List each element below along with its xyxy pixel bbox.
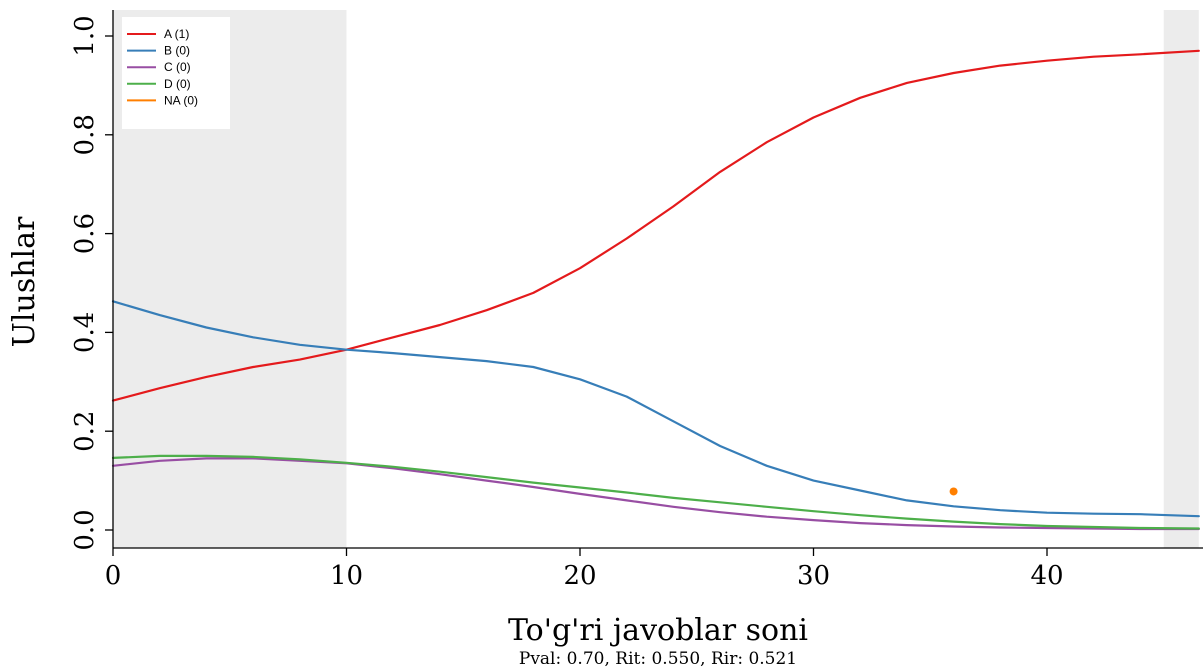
x-axis-title: To'g'ri javoblar soni bbox=[508, 613, 808, 648]
y-tick-label: 0.6 bbox=[70, 213, 100, 254]
series-line-b-0 bbox=[111, 300, 1200, 518]
series-point-na-0 bbox=[949, 487, 958, 496]
y-tick-label: 0.0 bbox=[70, 509, 100, 550]
y-tick-label: 0.4 bbox=[70, 312, 100, 353]
x-tick-label: 0 bbox=[105, 561, 122, 591]
y-tick-label: 0.8 bbox=[70, 114, 100, 155]
legend-box bbox=[122, 17, 230, 129]
x-tick-label: 10 bbox=[330, 561, 363, 591]
series-layer bbox=[111, 49, 1200, 531]
legend-label: D (0) bbox=[164, 77, 191, 91]
shaded-regions bbox=[113, 10, 1199, 548]
shaded-region-1 bbox=[1163, 10, 1199, 548]
x-tick-label: 30 bbox=[797, 561, 830, 591]
x-tick-label: 20 bbox=[563, 561, 596, 591]
legend: A (1) B (0) C (0) D (0) NA (0) bbox=[122, 17, 230, 129]
y-tick-label: 0.2 bbox=[70, 411, 100, 452]
series-line-d-0 bbox=[111, 454, 1200, 530]
legend-label: B (0) bbox=[164, 44, 190, 58]
series-line-a-1 bbox=[111, 49, 1200, 402]
axes: 0 10 20 30 40 0.0 0.2 0.4 0.6 0.8 1.0 bbox=[70, 10, 1203, 591]
x-tick-label: 40 bbox=[1030, 561, 1063, 591]
chart-subtitle: Pval: 0.70, Rit: 0.550, Rir: 0.521 bbox=[519, 649, 797, 669]
legend-label: A (1) bbox=[164, 27, 189, 41]
series-line-c-0 bbox=[111, 457, 1200, 531]
legend-label: NA (0) bbox=[164, 93, 198, 107]
y-tick-label: 1.0 bbox=[70, 15, 100, 56]
legend-label: C (0) bbox=[164, 60, 191, 74]
y-axis-title: Ulushlar bbox=[7, 216, 42, 347]
